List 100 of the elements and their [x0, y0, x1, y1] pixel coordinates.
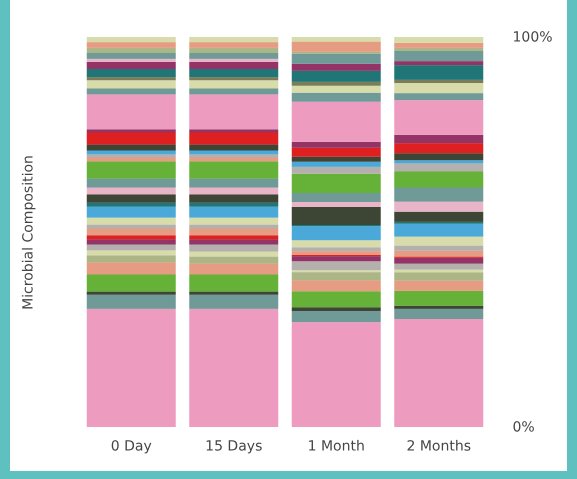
x-tick-label: 1 Month — [308, 438, 365, 454]
bar — [394, 258, 484, 264]
bar — [394, 42, 484, 48]
bar — [86, 48, 176, 53]
bar — [292, 102, 381, 142]
bar — [292, 92, 381, 102]
bar — [86, 292, 176, 295]
bar — [394, 93, 484, 100]
bar — [292, 148, 381, 157]
bar — [394, 37, 484, 43]
bar — [189, 294, 278, 309]
bar — [86, 150, 176, 154]
bar — [86, 228, 176, 236]
bar — [86, 52, 176, 59]
bar — [292, 54, 381, 64]
bar — [189, 188, 278, 195]
bar — [394, 163, 484, 172]
bar — [86, 94, 176, 130]
bar — [394, 172, 484, 188]
bar — [394, 246, 484, 251]
bar — [292, 174, 381, 193]
bar — [189, 244, 278, 252]
bar — [86, 161, 176, 179]
bar — [86, 188, 176, 195]
bar — [86, 250, 176, 256]
bar — [394, 264, 484, 270]
bar — [189, 194, 278, 203]
bar — [394, 48, 484, 52]
bar — [394, 306, 484, 309]
bar — [189, 42, 278, 48]
bar — [189, 228, 278, 236]
bar — [86, 206, 176, 218]
y-tick-label: 0% — [512, 420, 535, 436]
bar — [292, 166, 381, 174]
bar — [394, 80, 484, 84]
bar — [86, 274, 176, 292]
bar — [189, 236, 278, 240]
bar — [86, 88, 176, 94]
bar — [189, 239, 278, 244]
bar — [189, 154, 278, 158]
bar — [86, 62, 176, 69]
bar — [292, 307, 381, 312]
bar — [394, 224, 484, 237]
bar — [86, 218, 176, 225]
bar — [394, 290, 484, 306]
bar — [394, 308, 484, 319]
bar — [394, 61, 484, 66]
bar — [292, 42, 381, 52]
bar — [394, 280, 484, 291]
bar — [189, 68, 278, 78]
bar — [394, 269, 484, 273]
bar — [189, 218, 278, 225]
bar — [292, 251, 381, 256]
bar — [189, 52, 278, 59]
bar — [86, 239, 176, 244]
bar — [292, 240, 381, 248]
bar — [86, 80, 176, 88]
bar — [189, 224, 278, 228]
bar — [86, 158, 176, 162]
bar — [189, 308, 278, 427]
bar — [394, 188, 484, 202]
bar — [394, 51, 484, 62]
bar — [292, 64, 381, 71]
bar — [189, 132, 278, 145]
bar — [189, 292, 278, 295]
bar — [86, 294, 176, 309]
bar — [292, 86, 381, 93]
bar — [394, 250, 484, 257]
bar — [189, 94, 278, 130]
bar — [394, 272, 484, 281]
bar — [86, 236, 176, 240]
bar — [189, 144, 278, 150]
bar — [189, 202, 278, 207]
bar — [189, 274, 278, 292]
bar — [394, 83, 484, 94]
bar — [292, 156, 381, 162]
bar — [292, 272, 381, 280]
bar — [189, 62, 278, 69]
bar — [394, 212, 484, 222]
bar — [189, 264, 278, 275]
bar — [292, 226, 381, 240]
bar — [292, 322, 381, 427]
bar — [189, 161, 278, 179]
bar — [292, 256, 381, 262]
y-tick-label: 100% — [512, 30, 553, 46]
bar — [394, 143, 484, 154]
bar — [86, 42, 176, 48]
bar — [292, 142, 381, 148]
bar — [189, 256, 278, 264]
bar — [292, 193, 381, 202]
bar — [86, 132, 176, 145]
bar — [292, 82, 381, 86]
bar — [189, 158, 278, 162]
bar — [86, 255, 176, 262]
bar — [189, 252, 278, 257]
bar — [86, 308, 176, 427]
x-tick-label: 15 Days — [205, 438, 262, 454]
bar — [189, 150, 278, 154]
bar — [189, 80, 278, 88]
bar — [189, 178, 278, 188]
